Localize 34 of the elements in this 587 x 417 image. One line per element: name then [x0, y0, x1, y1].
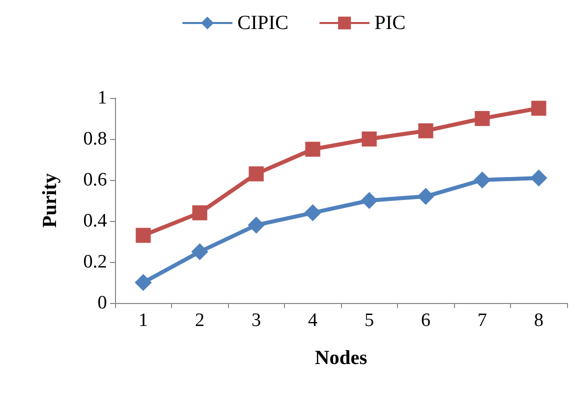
x-tick-label: 4: [308, 310, 318, 331]
x-axis-title: Nodes: [314, 347, 368, 369]
point: [417, 188, 434, 205]
point: [360, 192, 378, 209]
point: [474, 111, 490, 126]
point: [192, 205, 208, 220]
point: [305, 142, 320, 157]
x-tick-label: 2: [195, 310, 204, 331]
point: [362, 132, 377, 146]
x-tick-label: 6: [421, 310, 430, 331]
point: [474, 172, 491, 188]
point: [248, 216, 265, 234]
x-tick-label: 8: [534, 310, 544, 331]
point: [304, 204, 322, 222]
y-tick-label: 1: [98, 88, 107, 108]
y-tick-label: 0.6: [83, 170, 107, 190]
x-tick-label: 5: [364, 310, 374, 331]
x-tick-label: 1: [138, 310, 148, 331]
y-tick-label: 0.8: [83, 128, 107, 150]
y-axis-title: Purity: [39, 173, 61, 228]
point: [136, 228, 151, 243]
point: [530, 169, 548, 186]
point: [531, 100, 546, 116]
point: [191, 243, 208, 260]
x-tick-label: 7: [478, 310, 487, 331]
point: [134, 274, 152, 291]
point: [418, 123, 434, 138]
y-tick-label: 0.2: [83, 252, 107, 272]
legend-label: PIC: [374, 12, 406, 34]
x-tick-label: 3: [252, 310, 261, 331]
y-tick-label: 0: [98, 292, 107, 314]
y-tick-label: 0.4: [83, 210, 108, 232]
legend-label: CIPIC: [237, 12, 288, 34]
point: [248, 166, 264, 182]
